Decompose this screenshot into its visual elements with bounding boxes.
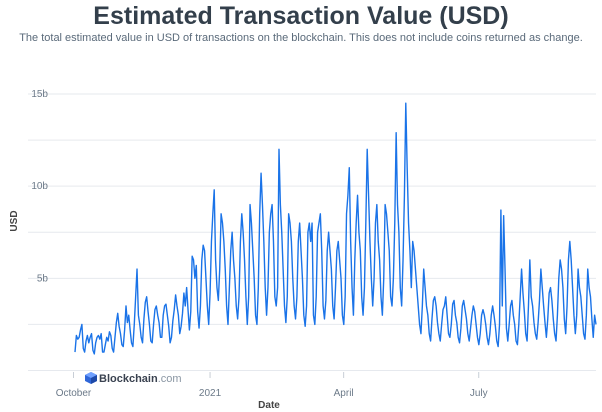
blockchain-watermark: Blockchain.com [85,372,182,385]
chart-subtitle: The total estimated value in USD of tran… [19,32,583,44]
x-tick-label: October [56,388,92,399]
y-axis-title: USD [9,210,20,231]
x-axis-title: Date [258,400,280,411]
y-tick-label: 15b [31,89,48,100]
y-tick-label: 10b [31,181,48,192]
x-tick-label: July [470,388,488,399]
series-line-0 [74,102,597,355]
blockchain-logo-icon [85,372,97,384]
watermark-brand: Blockchain [99,373,158,385]
x-tick-label: April [334,388,354,399]
x-tick-label: 2021 [199,388,222,399]
x-axis-ticks: October 2021 April July [56,372,488,399]
y-tick-label: 5b [37,273,49,284]
series-layer [74,102,597,355]
svg-text:Blockchain.com: Blockchain.com [99,373,182,385]
chart-title: Estimated Transaction Value (USD) [93,2,509,30]
watermark-suffix: .com [158,373,182,385]
y-axis-ticks: 5b 10b 15b [31,89,48,284]
